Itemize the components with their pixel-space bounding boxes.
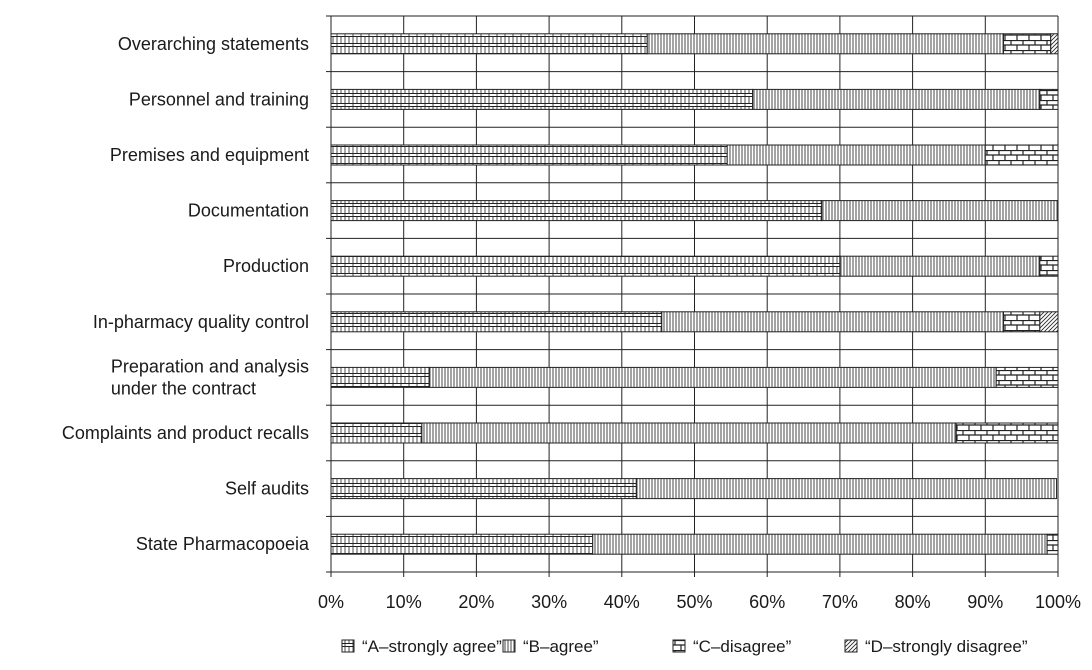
category-label: Complaints and product recalls — [62, 423, 309, 443]
bar-segment — [330, 88, 754, 110]
category-label: Documentation — [188, 201, 309, 221]
x-tick-label: 80% — [895, 592, 931, 612]
bar-segment — [330, 255, 841, 277]
bar-segment — [330, 533, 594, 555]
legend-label: “C–disagree” — [693, 637, 792, 656]
category-labels: Overarching statements Personnel and trai… — [62, 34, 310, 554]
bar-segment — [421, 422, 957, 444]
bar-segment — [428, 366, 997, 388]
bar-segment — [330, 478, 637, 500]
x-tick-label: 60% — [749, 592, 785, 612]
x-tick-label: 40% — [604, 592, 640, 612]
x-tick-label: 70% — [822, 592, 858, 612]
category-label: Preparation and analysis under the contra… — [111, 356, 309, 398]
x-tick-label: 90% — [967, 592, 1003, 612]
x-tick-label: 10% — [386, 592, 422, 612]
x-tick-label: 20% — [458, 592, 494, 612]
bar-segment — [726, 144, 986, 166]
bar-segment — [635, 478, 1058, 500]
category-label: Personnel and training — [129, 89, 309, 109]
x-tick-label: 50% — [676, 592, 712, 612]
legend-label: “A–strongly agree” — [362, 637, 502, 656]
bar-segment — [1002, 33, 1052, 55]
bar-segment — [661, 311, 1004, 333]
category-label: Overarching statements — [118, 34, 309, 54]
x-tick-labels: 0% 10% 20% 30% 40% 50% 60% 70% 80% 90% 100% — [318, 592, 1081, 612]
legend: “A–strongly agree” “B–agree” “C–disagree” “… — [341, 637, 1028, 656]
legend-swatch — [502, 639, 516, 653]
category-label: State Pharmacopoeia — [136, 534, 310, 554]
legend-label: “D–strongly disagree” — [865, 637, 1028, 656]
bar-segment — [1050, 33, 1059, 55]
axis-ticks — [326, 15, 1059, 577]
category-label: Self audits — [225, 479, 309, 499]
bar-segment — [330, 366, 430, 388]
legend-swatch — [844, 639, 858, 653]
bar-segment — [330, 311, 663, 333]
legend-swatch — [341, 639, 355, 653]
bar-segment — [330, 200, 823, 222]
bar-segment — [995, 366, 1059, 388]
legend-swatch — [672, 639, 686, 653]
x-tick-label: 100% — [1035, 592, 1081, 612]
bars — [330, 33, 1059, 555]
legend-label: “B–agree” — [523, 637, 599, 656]
x-tick-label: 0% — [318, 592, 344, 612]
bar-segment — [1002, 311, 1041, 333]
x-tick-label: 30% — [531, 592, 567, 612]
bar-segment — [646, 33, 1004, 55]
bar-segment — [1039, 311, 1059, 333]
bar-segment — [1046, 533, 1059, 555]
bar-segment — [330, 33, 648, 55]
bar-segment — [984, 144, 1059, 166]
bar-segment — [592, 533, 1048, 555]
bar-segment — [330, 144, 728, 166]
bar-segment — [752, 88, 1041, 110]
category-label: In-pharmacy quality control — [93, 312, 309, 332]
bar-segment — [821, 200, 1059, 222]
bar-segment — [330, 422, 423, 444]
bar-segment — [1039, 88, 1059, 110]
category-label: Premises and equipment — [110, 145, 309, 165]
bar-segment — [839, 255, 1041, 277]
bar-segment — [1039, 255, 1059, 277]
category-label: Production — [223, 256, 309, 276]
bar-segment — [955, 422, 1059, 444]
